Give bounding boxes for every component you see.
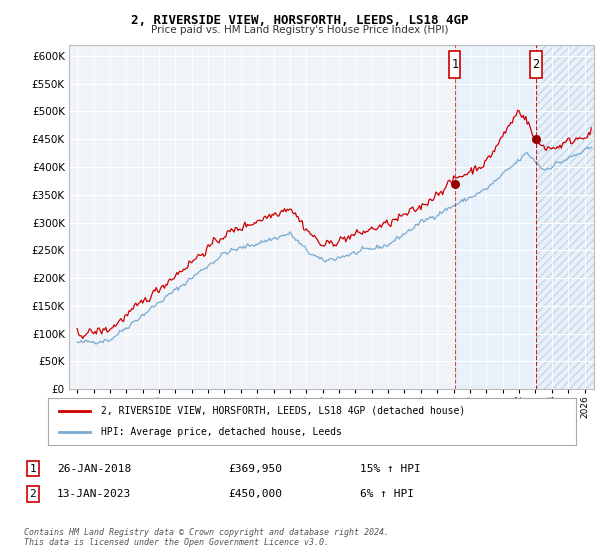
Text: 2, RIVERSIDE VIEW, HORSFORTH, LEEDS, LS18 4GP (detached house): 2, RIVERSIDE VIEW, HORSFORTH, LEEDS, LS1… — [101, 406, 465, 416]
Text: 2: 2 — [29, 489, 37, 499]
Text: £450,000: £450,000 — [228, 489, 282, 499]
Text: 26-JAN-2018: 26-JAN-2018 — [57, 464, 131, 474]
Text: Contains HM Land Registry data © Crown copyright and database right 2024.
This d: Contains HM Land Registry data © Crown c… — [24, 528, 389, 547]
Text: Price paid vs. HM Land Registry's House Price Index (HPI): Price paid vs. HM Land Registry's House … — [151, 25, 449, 35]
Text: 2: 2 — [532, 58, 539, 71]
Bar — [536, 45, 594, 389]
Text: 6% ↑ HPI: 6% ↑ HPI — [360, 489, 414, 499]
Text: 1: 1 — [451, 58, 458, 71]
Text: 15% ↑ HPI: 15% ↑ HPI — [360, 464, 421, 474]
Text: £369,950: £369,950 — [228, 464, 282, 474]
Text: 2, RIVERSIDE VIEW, HORSFORTH, LEEDS, LS18 4GP: 2, RIVERSIDE VIEW, HORSFORTH, LEEDS, LS1… — [131, 14, 469, 27]
Text: 1: 1 — [29, 464, 37, 474]
FancyBboxPatch shape — [449, 52, 460, 78]
Text: 13-JAN-2023: 13-JAN-2023 — [57, 489, 131, 499]
Bar — [536, 45, 594, 389]
Bar — [455, 45, 536, 389]
Text: HPI: Average price, detached house, Leeds: HPI: Average price, detached house, Leed… — [101, 427, 341, 437]
FancyBboxPatch shape — [530, 52, 542, 78]
